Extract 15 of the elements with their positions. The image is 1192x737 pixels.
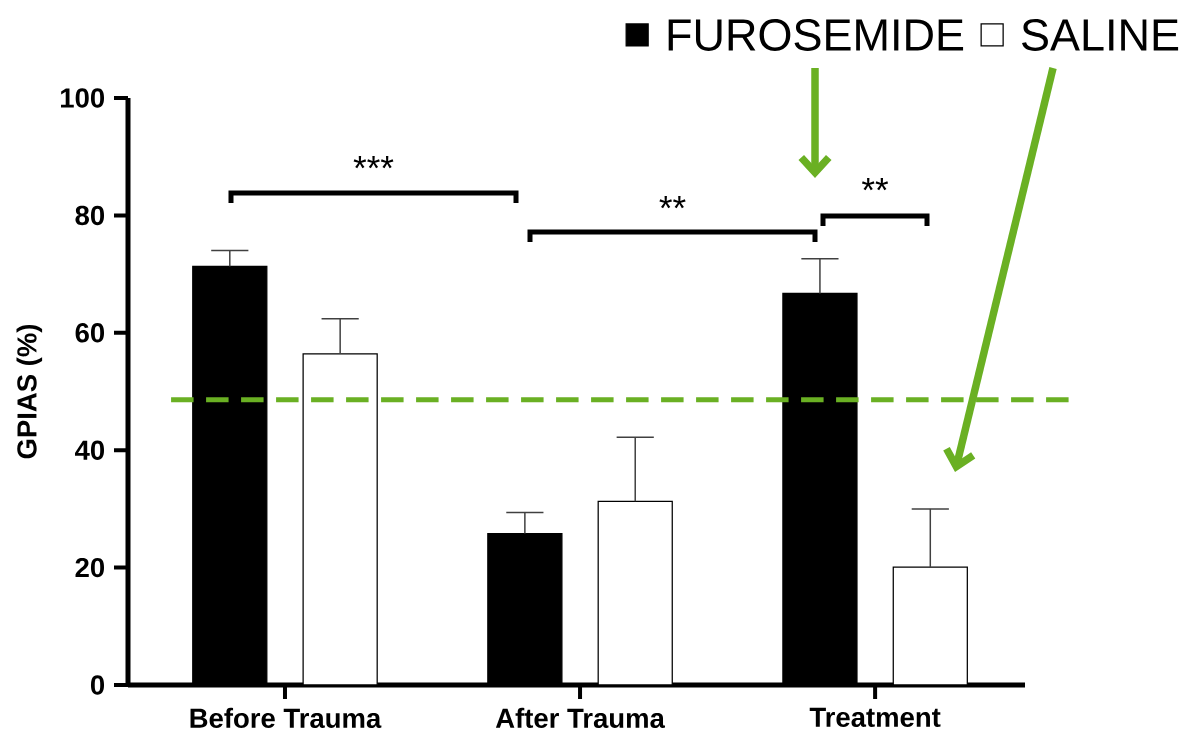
x-tick-label: Treatment xyxy=(809,707,941,728)
annotation: ** xyxy=(659,195,686,209)
y-tick-label: 100 xyxy=(61,88,105,108)
x-tick-label: Before Trauma xyxy=(190,707,382,729)
legend-label: SALINE xyxy=(1022,19,1179,51)
y-tick-label: 0 xyxy=(90,675,105,695)
y-tick-label: 60 xyxy=(75,323,105,343)
annotation: *** xyxy=(353,155,394,169)
y-tick-label: 20 xyxy=(75,557,105,578)
y-axis-title: GPIAS (%) xyxy=(16,324,43,459)
x-tick-label: After Trauma xyxy=(495,707,666,729)
annotation: ** xyxy=(861,177,889,191)
y-tick-label: 40 xyxy=(75,440,105,460)
y-tick-label: 80 xyxy=(75,205,105,226)
legend-label: FUROSEMIDE xyxy=(668,19,964,51)
